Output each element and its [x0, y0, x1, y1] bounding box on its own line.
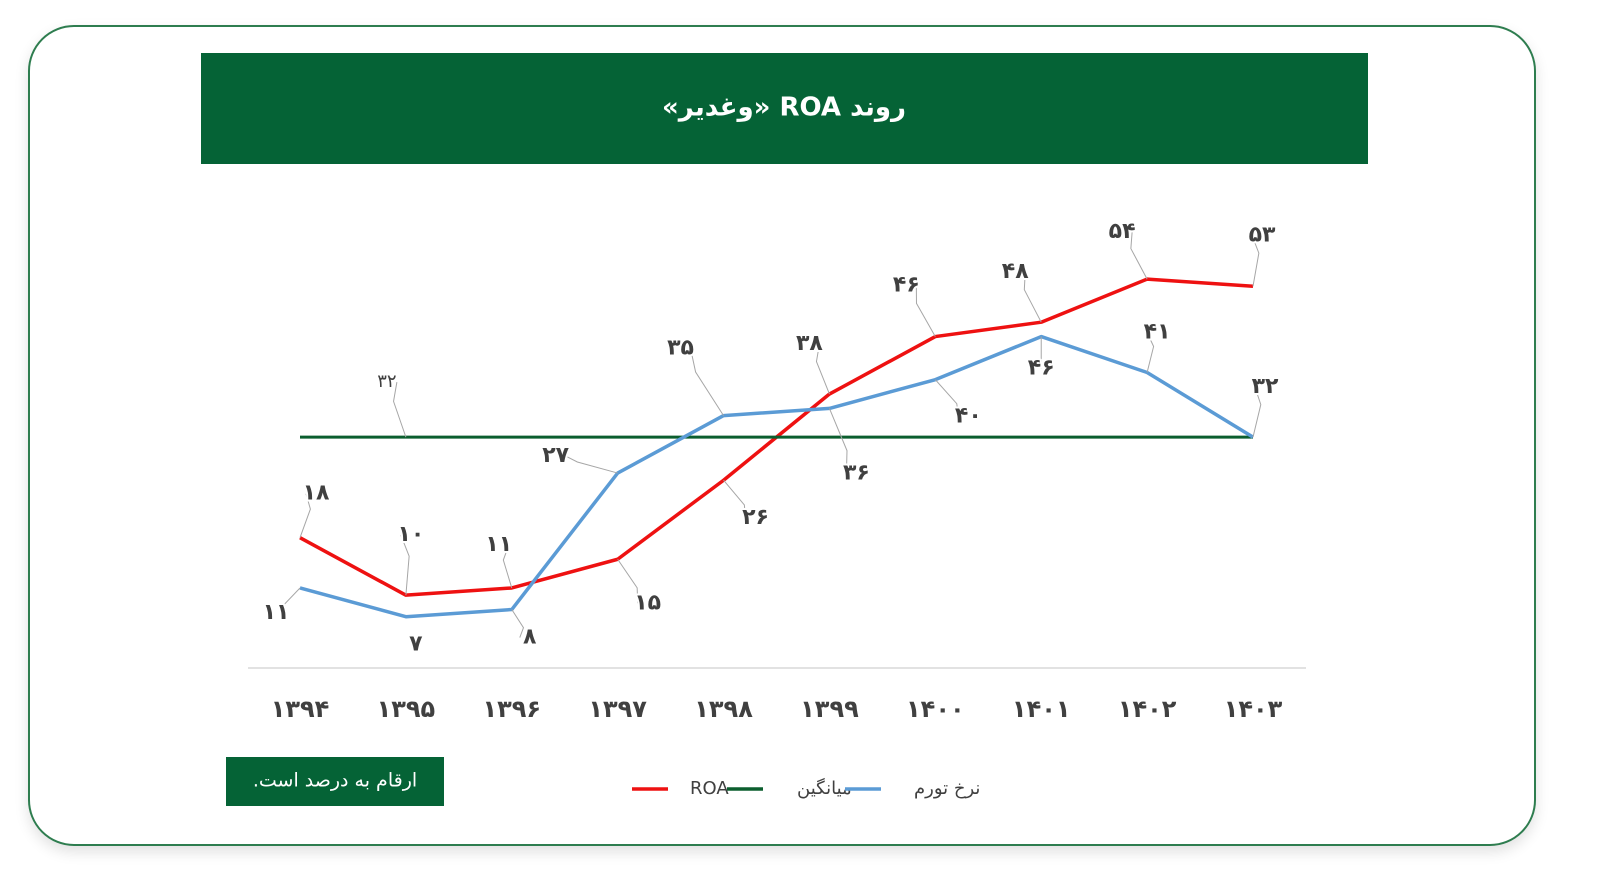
data-label: ۳۸: [796, 331, 823, 356]
leader-line: [828, 408, 848, 474]
x-tick-label: ۱۴۰۳: [1224, 695, 1283, 723]
leader-line: [1130, 232, 1148, 280]
x-tick-label: ۱۳۹۴: [271, 695, 330, 723]
title-bar: [201, 53, 1368, 164]
series-line: [299, 334, 1254, 619]
legend-label: میانگین: [797, 777, 852, 799]
data-label: ۷: [409, 632, 423, 657]
leader-line: [617, 558, 639, 604]
x-tick-label: ۱۴۰۲: [1118, 695, 1177, 723]
leader-line: [511, 609, 525, 638]
x-tick-label: ۱۴۰۰: [906, 695, 965, 723]
note: ارقام به درصد است.: [253, 770, 417, 792]
leader-line: [393, 382, 407, 438]
data-label: ۳۵: [667, 336, 694, 361]
data-label: ۴۰: [955, 404, 982, 429]
x-tick-label: ۱۳۹۷: [588, 695, 647, 723]
leader-line: [565, 455, 618, 474]
data-label: ۱۸: [303, 481, 330, 506]
leader-line: [1146, 332, 1155, 373]
legend-label: ROA: [690, 778, 729, 799]
x-tick-label: ۱۳۹۹: [800, 695, 859, 723]
data-label: ۴۶: [1028, 356, 1055, 381]
leader-line: [299, 493, 311, 538]
legend-label: نرخ تورم: [914, 778, 980, 799]
leader-line: [1251, 235, 1260, 287]
data-label: ۴۱: [1144, 319, 1171, 344]
x-tick-label: ۱۴۰۱: [1012, 695, 1071, 723]
leader-line: [723, 479, 747, 519]
chart-title: روند ROA «وغدیر»: [662, 93, 906, 123]
data-label: ۸: [523, 625, 537, 650]
data-label: ۴۸: [1002, 259, 1029, 284]
data-label: ۳۶: [843, 460, 870, 485]
x-tick-label: ۱۳۹۸: [694, 695, 753, 723]
note-box: [226, 757, 444, 806]
data-label: ۱۱: [485, 532, 512, 557]
leader-line: [283, 587, 301, 614]
data-label: ۴۶: [893, 273, 920, 298]
leader-line: [502, 544, 513, 589]
data-label: ۱۵: [634, 590, 661, 615]
x-tick-label: ۱۳۹۵: [377, 695, 436, 723]
data-label: ۵۳: [1249, 222, 1276, 247]
x-tick-label: ۱۳۹۶: [482, 695, 541, 723]
leader-line: [1023, 272, 1042, 323]
leader-line: [915, 285, 936, 337]
data-label: ۵۴: [1109, 219, 1136, 244]
data-label: ۱۰: [397, 522, 424, 547]
data-label: ۱۱: [263, 600, 290, 625]
leader-line: [690, 348, 724, 416]
leader-line: [1252, 386, 1262, 438]
data-label: ۲۶: [742, 505, 769, 530]
leader-line: [934, 379, 959, 417]
leader-line: [815, 343, 830, 395]
data-label: ۲۷: [542, 443, 569, 468]
data-label: ۳۲: [377, 371, 396, 392]
data-label: ۳۲: [1252, 374, 1279, 399]
leader-line: [400, 534, 410, 596]
